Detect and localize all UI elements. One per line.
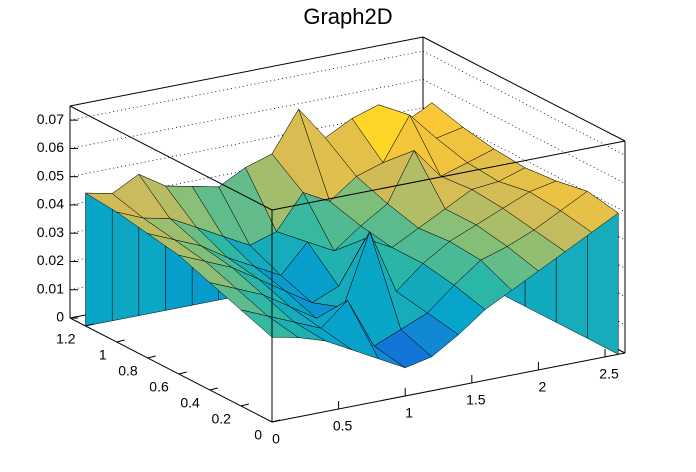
z-tick-label: 0.06 — [37, 139, 64, 155]
y-tick-label: 1 — [99, 347, 107, 363]
z-tick-label: 0.07 — [37, 111, 64, 127]
box-edge — [69, 36, 424, 107]
y-tick-label: 0.8 — [118, 363, 138, 379]
surface-cell — [240, 309, 300, 338]
surface-wall — [85, 192, 113, 327]
y-tick-label: 1.2 — [56, 331, 76, 347]
x-axis — [271, 352, 626, 423]
x-tick-label: 0.5 — [333, 418, 353, 434]
x-tick-label: 2.5 — [599, 366, 619, 382]
z-tick-label: 0.05 — [37, 167, 64, 183]
y-tick-label: 0.4 — [180, 395, 200, 411]
y-axis — [69, 317, 273, 423]
y-tick-label: 0.2 — [211, 411, 231, 427]
x-tick-label: 1.5 — [466, 392, 486, 408]
tick-mark — [85, 323, 94, 327]
chart-title: Graph2D — [303, 4, 392, 29]
box-edge — [422, 36, 626, 142]
tick-mark — [116, 339, 125, 343]
tick-mark — [178, 371, 187, 375]
tick-mark — [240, 403, 250, 407]
y-tick-label: 0.6 — [149, 379, 169, 395]
z-tick-label: 0.02 — [37, 252, 64, 268]
z-tick-label: 0.01 — [37, 280, 64, 296]
x-tick-label: 0 — [272, 431, 280, 447]
z-tick-label: 0 — [56, 309, 64, 325]
box-edge — [271, 140, 626, 211]
z-tick-label: 0.03 — [37, 224, 64, 240]
x-tick-label: 1 — [405, 405, 413, 421]
y-tick-label: 0 — [254, 427, 262, 443]
tick-mark — [209, 387, 218, 391]
tick-mark — [271, 419, 281, 423]
z-tick-label: 0.04 — [37, 196, 64, 212]
x-tick-label: 2 — [539, 379, 547, 395]
box-edge — [69, 105, 273, 211]
tick-mark — [147, 355, 156, 359]
